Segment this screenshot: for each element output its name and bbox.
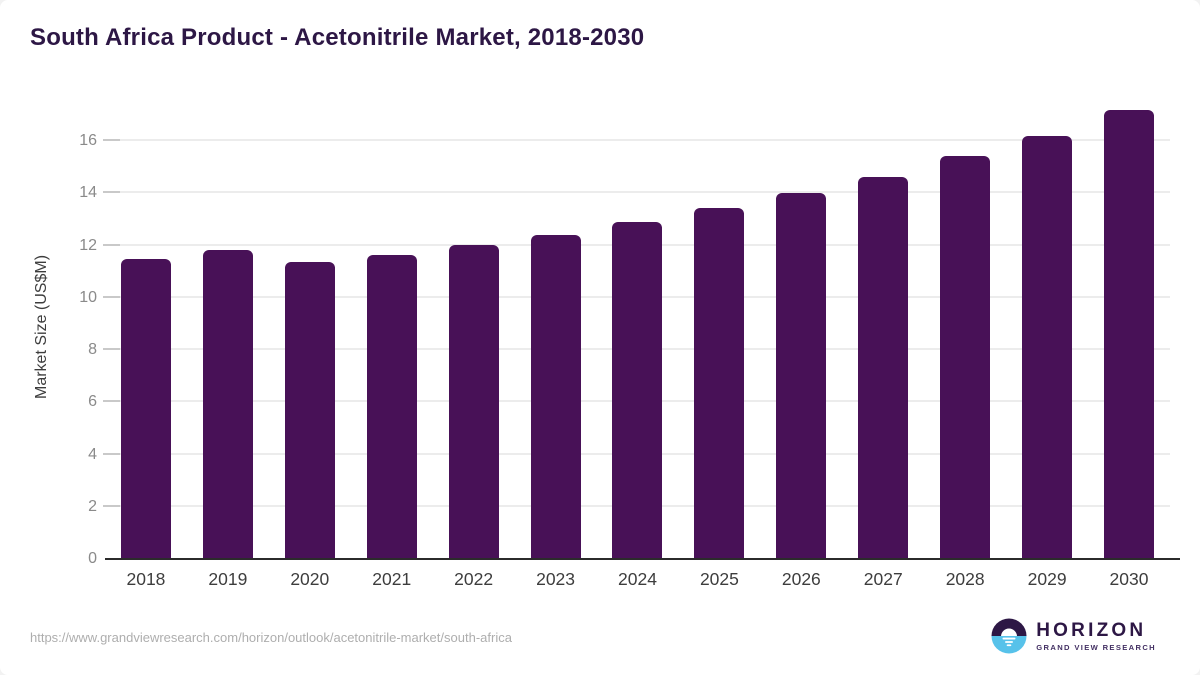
x-axis-line <box>105 558 1180 560</box>
logo: HORIZON GRAND VIEW RESEARCH <box>991 618 1156 654</box>
bar-2020[interactable] <box>284 262 335 559</box>
y-tick-label-2: 2 <box>88 497 97 515</box>
bar-slot-2024 <box>597 95 679 559</box>
bar-2029[interactable] <box>1022 135 1073 559</box>
x-tick-label-2020: 2020 <box>290 569 330 589</box>
y-tick-label-12: 12 <box>79 236 97 254</box>
bar-2022[interactable] <box>448 245 499 559</box>
bar-slot-2026 <box>760 95 842 559</box>
bar-slot-2030 <box>1088 95 1170 559</box>
x-tick-label-2023: 2023 <box>536 569 576 589</box>
bar-slot-2025 <box>678 95 760 559</box>
x-tick-label-2018: 2018 <box>126 569 166 589</box>
y-tick-8 <box>103 348 120 351</box>
bar-slot-2020 <box>269 95 351 559</box>
source-url: https://www.grandviewresearch.com/horizo… <box>30 630 512 645</box>
bar-slot-2023 <box>515 95 597 559</box>
y-tick-16 <box>103 139 120 142</box>
horizon-logo-icon <box>991 618 1027 654</box>
bar-2023[interactable] <box>530 234 581 559</box>
y-axis-tick-labels: 0 2 4 6 8 10 12 14 16 <box>0 95 97 567</box>
x-tick-label-2019: 2019 <box>208 569 248 589</box>
x-tick-label-2027: 2027 <box>863 569 903 589</box>
bars-row <box>105 95 1170 559</box>
bar-slot-2019 <box>187 95 269 559</box>
x-tick-label-2030: 2030 <box>1109 569 1149 589</box>
y-tick-12 <box>103 243 120 246</box>
bar-slot-2029 <box>1006 95 1088 559</box>
y-tick-label-6: 6 <box>88 393 97 411</box>
bar-2030[interactable] <box>1104 110 1155 559</box>
bar-2027[interactable] <box>858 177 909 559</box>
x-tick-label-2025: 2025 <box>699 569 739 589</box>
y-tick-6 <box>103 400 120 403</box>
x-tick-label-2026: 2026 <box>781 569 821 589</box>
bar-2025[interactable] <box>694 207 745 559</box>
gridline-16 <box>105 139 1170 142</box>
bar-slot-2027 <box>842 95 924 559</box>
y-tick-label-10: 10 <box>79 288 97 306</box>
bar-slot-2028 <box>924 95 1006 559</box>
bar-2024[interactable] <box>612 221 663 559</box>
x-tick-label-2022: 2022 <box>454 569 494 589</box>
y-tick-label-4: 4 <box>88 445 97 463</box>
bar-2021[interactable] <box>366 254 417 559</box>
y-tick-10 <box>103 295 120 298</box>
chart-title: South Africa Product - Acetonitrile Mark… <box>30 24 645 51</box>
bar-2018[interactable] <box>120 259 171 559</box>
gridline-14 <box>105 191 1170 194</box>
x-tick-label-2024: 2024 <box>618 569 657 589</box>
bar-slot-2022 <box>433 95 515 559</box>
logo-name: HORIZON <box>1036 619 1147 641</box>
bar-slot-2018 <box>105 95 187 559</box>
y-tick-label-0: 0 <box>88 550 97 567</box>
logo-text: HORIZON GRAND VIEW RESEARCH <box>1036 619 1156 652</box>
y-tick-label-14: 14 <box>79 184 97 202</box>
y-tick-2 <box>103 504 120 507</box>
bar-2019[interactable] <box>202 249 253 559</box>
plot-area <box>103 95 1180 560</box>
y-tick-14 <box>103 191 120 194</box>
x-tick-label-2021: 2021 <box>372 569 412 589</box>
bar-slot-2021 <box>351 95 433 559</box>
x-tick-label-2029: 2029 <box>1027 569 1067 589</box>
bar-2028[interactable] <box>940 155 991 559</box>
logo-subtitle: GRAND VIEW RESEARCH <box>1036 642 1156 652</box>
x-tick-label-2028: 2028 <box>945 569 985 589</box>
y-tick-4 <box>103 452 120 455</box>
bar-2026[interactable] <box>776 193 827 559</box>
x-axis-tick-labels: 2018 2019 2020 2021 2022 2023 2024 2025 2026 2027… <box>105 569 1170 590</box>
y-tick-label-8: 8 <box>88 341 97 359</box>
y-tick-label-16: 16 <box>79 132 97 150</box>
